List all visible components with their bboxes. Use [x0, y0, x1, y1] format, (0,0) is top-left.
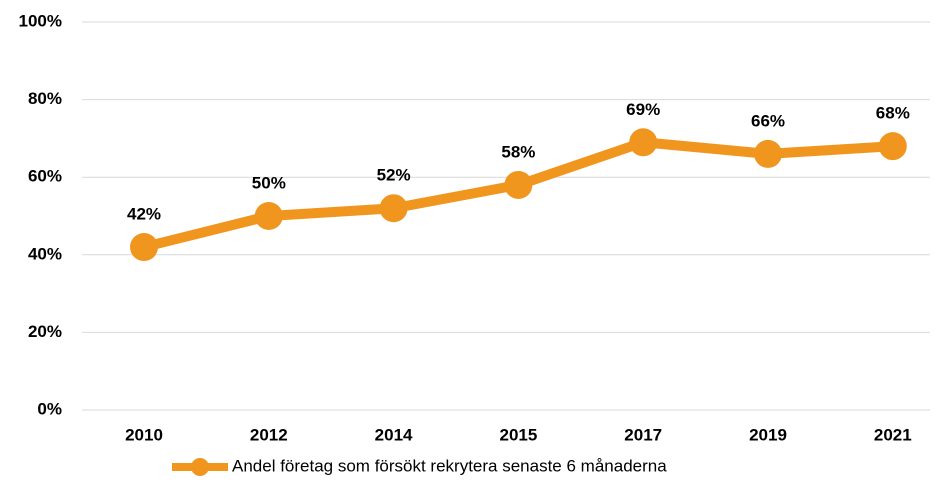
x-tick-label: 2017 — [624, 425, 662, 444]
x-tick-label: 2021 — [874, 425, 912, 444]
data-point — [878, 132, 907, 161]
data-label: 66% — [751, 111, 785, 130]
data-label: 50% — [252, 173, 286, 192]
x-tick-label: 2014 — [375, 425, 413, 444]
data-point — [754, 139, 782, 168]
data-point — [254, 202, 283, 230]
data-label: 68% — [876, 104, 910, 123]
data-point — [629, 128, 658, 157]
legend-marker — [191, 458, 209, 476]
data-point — [504, 170, 533, 199]
data-label: 52% — [377, 166, 411, 185]
y-tick-label: 60% — [28, 167, 62, 186]
y-tick-label: 40% — [28, 244, 62, 263]
legend-label: Andel företag som försökt rekrytera sena… — [232, 456, 667, 475]
data-label: 42% — [127, 205, 161, 224]
y-tick-label: 20% — [28, 322, 62, 341]
data-label: 69% — [626, 100, 660, 119]
x-tick-label: 2010 — [125, 425, 163, 444]
y-tick-label: 80% — [28, 89, 62, 108]
data-point — [130, 233, 158, 262]
y-tick-label: 100% — [19, 11, 62, 30]
y-tick-label: 0% — [37, 399, 62, 418]
x-tick-label: 2012 — [250, 425, 288, 444]
x-tick-label: 2015 — [499, 425, 537, 444]
data-point — [379, 194, 408, 223]
x-tick-label: 2019 — [749, 425, 787, 444]
data-label: 58% — [501, 142, 535, 161]
